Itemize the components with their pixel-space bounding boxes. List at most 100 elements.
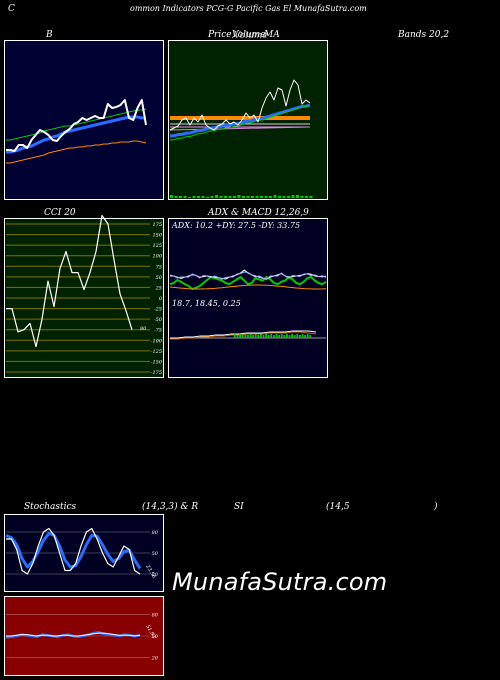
volume-bar [287,196,290,198]
macd-hist-bar [309,335,312,338]
volume-bar [269,196,272,198]
macd-line [170,330,317,339]
macd-hist-bar [291,334,293,338]
stoch-d-line [5,531,142,570]
cci-axis-label: 50 [156,275,163,281]
label-bollinger: B [46,30,53,40]
macd-hist-bar [270,334,273,338]
cci-axis-label: -150 [151,359,163,365]
rsi-signal-line [6,632,141,637]
volume-bar [215,195,218,198]
label-cci: CCI 20 [44,208,76,218]
label-bands: Bands 20,2 [398,30,450,40]
volume-bar [233,196,236,198]
macd-hist-bar [241,335,244,338]
macd-hist-bar [278,335,280,338]
volume-bar [242,196,245,198]
cci-value-label: 80 [140,326,147,332]
macd-hist-bar [273,335,275,338]
macd-hist-bar [244,334,247,338]
label-si: SI [234,502,244,512]
macd-hist-bar [301,334,304,338]
price-line [169,79,311,131]
stoch-k-line [6,527,141,575]
macd-hist-bar [283,335,286,338]
bollinger-panel [4,40,164,200]
macd-hist-bar [306,334,309,338]
volume-bar [174,196,178,198]
volume-bar [255,196,259,198]
page-title: ommon Indicators PCG-G Pacific Gas El Mu… [130,4,367,13]
label-rsi-close: ) [434,502,438,512]
cci-axis-label: 25 [155,285,162,291]
macd-hist-bar [293,335,296,338]
bb-upper-band [6,108,147,141]
stoch-axis-label: 50 [152,551,159,557]
cci-axis-label: -125 [151,349,162,355]
macd-hist-bar [288,335,291,338]
adx-orange-line [169,284,327,290]
macd-hist-bar [257,335,260,338]
cci-axis-label: 125 [152,243,162,249]
label-stoch-params: (14,3,3) & R [142,502,199,512]
macd-hist-bar [262,335,265,338]
header-c: C [8,4,15,14]
macd-hist-bar [260,334,262,338]
rsi-axis-label: 50 [152,634,159,640]
volume-bar [309,196,313,198]
volume-bar [210,196,214,198]
macd-hist-bar [265,334,267,338]
macd-hist-bar [304,335,306,338]
macd-values: 18.7, 18.45, 0.25 [172,299,241,308]
volume-bar [197,196,200,198]
macd-hist-bar [234,334,236,338]
cci-axis-label: 175 [152,222,162,228]
macd-hist-bar [267,335,270,338]
volume-bar [206,197,209,198]
rsi-axis-label: 20 [151,656,159,662]
macd-hist-bar [280,334,283,338]
adx-macd-panel [168,218,328,378]
macd-hist-bar [275,334,278,338]
volume-bar [251,196,254,198]
macd-hist-bar [254,334,257,338]
cci-axis-label: -25 [154,307,162,313]
volume-bar [260,196,263,198]
cci-axis-label: 75 [156,264,162,270]
macd-hist-bar [299,335,301,338]
stoch-axis-label: 20 [151,572,159,578]
label-price: Price, [208,30,235,40]
volume-bar [237,195,241,198]
macd-signal [170,331,317,340]
cci-axis-label: -100 [151,338,163,344]
volume-bar [282,196,286,198]
volume-bar [188,197,191,198]
cci-axis-label: 150 [152,233,162,239]
label-volume-overlap: Volume [234,31,268,41]
volume-bar [183,196,187,198]
cci-axis-label: 0 [159,296,163,302]
ma-blue-line [169,103,311,138]
volume-bar [179,196,182,198]
label-volume: Volume [232,30,266,40]
volume-bar [228,196,232,198]
rsi-axis-label: 80 [152,612,159,618]
label-rsi-params: (14,5 [326,502,350,512]
volume-bar [273,195,277,198]
volume-bar [278,196,281,198]
macd-hist-bar [247,335,249,338]
volume-bar [300,196,304,198]
cci-axis-label: 100 [152,254,162,260]
bb-price-line [6,99,147,152]
adx-dy-green [169,276,327,290]
volume-bar [291,195,295,198]
macd-hist-bar [296,334,299,338]
macd-hist-bar [249,334,252,338]
adx-values: ADX: 10.2 +DY: 27.5 -DY: 33.75 [172,221,301,230]
stoch-axis-label: 80 [152,530,159,536]
label-ma: MA [264,30,280,40]
bb-lower-band [6,140,147,164]
label-adx-macd: ADX & MACD 12,26,9 [208,208,309,218]
macd-hist-bar [286,334,288,338]
